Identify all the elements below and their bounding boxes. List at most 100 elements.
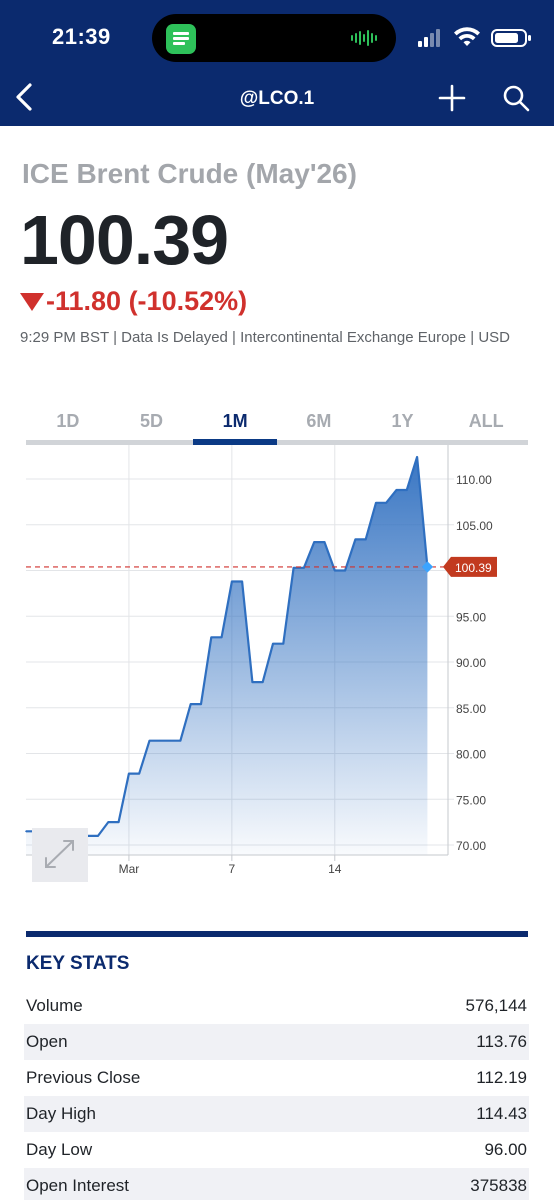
key-stats-label: Day High [26,1104,96,1123]
battery-icon [491,29,531,47]
audio-waveform-icon [351,30,377,46]
key-stats-row: Volume 576,144 [24,988,529,1024]
add-icon[interactable] [438,84,466,112]
data-point [231,580,233,583]
data-point [128,772,130,775]
data-point [97,835,99,837]
data-point [375,502,377,504]
back-chevron-icon[interactable] [12,80,42,114]
key-stats-table: Volume 576,144 Open 113.76 Previous Close 112… [24,988,529,1200]
data-point [169,739,171,742]
data-point [313,541,316,543]
y-tick-label: 105.00 [456,519,493,533]
x-tick-label: 7 [229,862,236,876]
y-tick-label: 70.00 [456,839,486,853]
data-point [148,739,151,742]
last-price: 100.39 [20,201,229,279]
cellular-signal-icon [418,29,440,47]
status-time: 21:39 [52,24,111,49]
key-stats-label: Volume [26,996,83,1015]
last-price-layer: 100.39 [26,556,497,577]
data-point [200,703,202,705]
y-tick-label: 90.00 [456,656,486,670]
data-point [210,636,213,639]
key-stats-value: 114.43 [476,1104,527,1123]
price-change-value: -11.80 (-10.52%) [46,286,248,316]
tab-1d[interactable]: 1D [56,411,80,431]
tab-1m[interactable]: 1M [222,411,248,431]
key-stats-label: Day Low [26,1140,93,1159]
tabs-baseline [26,440,528,445]
data-point [344,569,346,572]
tab-1y[interactable]: 1Y [391,411,414,431]
expand-chart-button[interactable] [32,828,88,882]
app-header: 21:39 [0,0,554,126]
data-point [416,456,418,458]
key-stats-value: 576,144 [465,996,527,1015]
data-point [282,642,285,645]
x-tick-label: 14 [328,862,342,876]
key-stats-value: 113.76 [476,1032,527,1051]
x-axis: Mar 7 14 [26,854,448,876]
key-stats-value: 96.00 [484,1140,527,1159]
key-stats-value: 375838 [470,1176,527,1195]
key-stats-row: Open 113.76 [24,1024,529,1060]
key-stats-value: 112.19 [476,1068,527,1087]
last-price-tag [443,556,497,577]
y-tick-label: 85.00 [456,702,486,716]
active-tab-indicator [193,439,277,445]
key-stats-label: Previous Close [26,1068,141,1087]
last-price-tag-label: 100.39 [455,561,492,575]
y-tick-label: 75.00 [456,793,486,807]
key-stats-rule [26,931,528,937]
tab-6m[interactable]: 6M [306,411,332,431]
data-point [159,739,161,742]
expand-arrows-icon [45,840,74,868]
data-point [334,569,336,572]
down-arrow-icon [20,292,44,311]
key-stats-row: Day Low 96.00 [24,1132,529,1168]
data-point [323,541,326,543]
y-axis: 110.00105.00100.0095.0090.0085.0080.0075… [447,445,493,855]
data-point [385,502,388,504]
price-change: -11.80 (-10.52%) [20,286,247,317]
notes-app-icon[interactable] [166,24,196,54]
data-point [220,636,223,639]
data-point [179,739,182,742]
price-area-fill [26,457,428,855]
data-point [395,489,398,491]
key-stats-label: Open [26,1032,68,1051]
key-stats-row: Previous Close 112.19 [24,1060,529,1096]
data-point [303,567,305,569]
x-tick-label: Mar [119,862,140,876]
price-chart[interactable]: 110.00105.00100.0095.0090.0085.0080.0075… [0,445,554,885]
data-point [292,567,295,569]
dynamic-island [152,14,396,62]
data-point [117,821,120,823]
data-point [406,489,408,491]
data-point [354,538,357,541]
nav-title: @LCO.1 [239,88,315,109]
key-stats-row: Open Interest 375838 [24,1168,529,1200]
y-tick-label: 95.00 [456,610,486,624]
y-tick-label: 110.00 [456,473,492,487]
key-stats-title: KEY STATS [26,953,130,974]
wifi-icon [454,27,480,46]
status-indicators [418,27,531,47]
data-point [241,580,243,583]
price-line [26,455,429,837]
data-point [138,772,140,775]
search-icon[interactable] [502,84,530,112]
tab-all[interactable]: ALL [468,411,504,431]
data-point [25,830,27,833]
chart-area-layer [26,455,429,855]
data-point [261,681,264,683]
instrument-name: ICE Brent Crude (May'26) [22,158,357,189]
key-stats-label: Open Interest [26,1176,130,1195]
key-stats-row: Day High 114.43 [24,1096,529,1132]
data-point [364,538,367,541]
tab-5d[interactable]: 5D [140,411,164,431]
data-point [189,703,192,705]
range-tabs: 1D 5D 1M 6M 1Y ALL [26,409,528,445]
data-point [107,821,110,823]
